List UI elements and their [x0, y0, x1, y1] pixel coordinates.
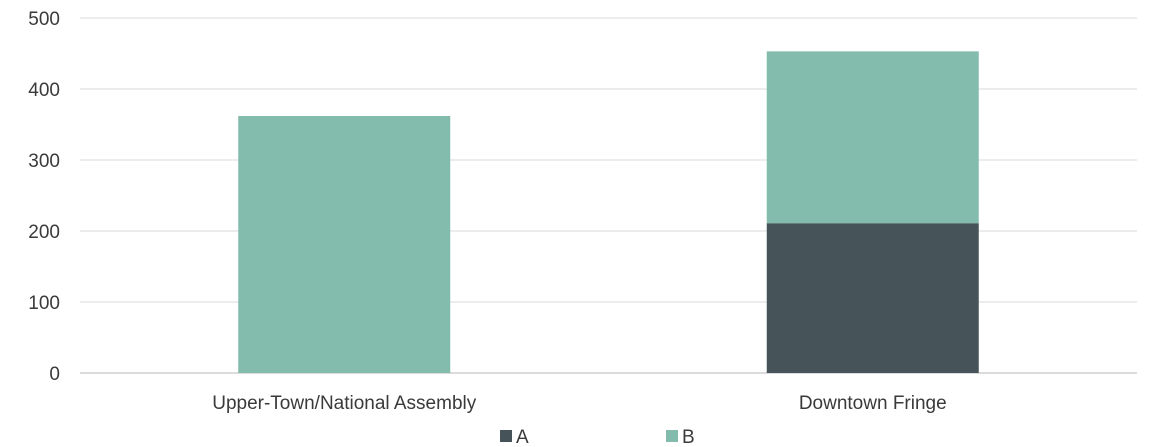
- bar-a-2: [766, 223, 979, 373]
- bars: [238, 51, 979, 373]
- bar-b-1: [238, 115, 451, 373]
- legend-swatch-a: [500, 430, 512, 442]
- legend-label-a: A: [516, 427, 529, 447]
- y-tick-label: 0: [49, 364, 60, 385]
- legend-swatch-b: [666, 430, 678, 442]
- y-tick-label: 100: [28, 293, 60, 314]
- x-category-label: Downtown Fringe: [799, 393, 947, 414]
- y-tick-label: 300: [28, 151, 60, 172]
- y-axis-tick-labels: 0 100 200 300 400 500: [28, 9, 60, 385]
- bar-b-2: [766, 51, 979, 224]
- y-tick-label: 400: [28, 80, 60, 101]
- y-tick-label: 500: [28, 9, 60, 30]
- x-category-label: Upper-Town/National Assembly: [212, 393, 477, 414]
- y-tick-label: 200: [28, 222, 60, 243]
- x-axis-category-labels: Upper-Town/National Assembly Downtown Fri…: [212, 393, 946, 414]
- legend-label-b: B: [682, 427, 695, 447]
